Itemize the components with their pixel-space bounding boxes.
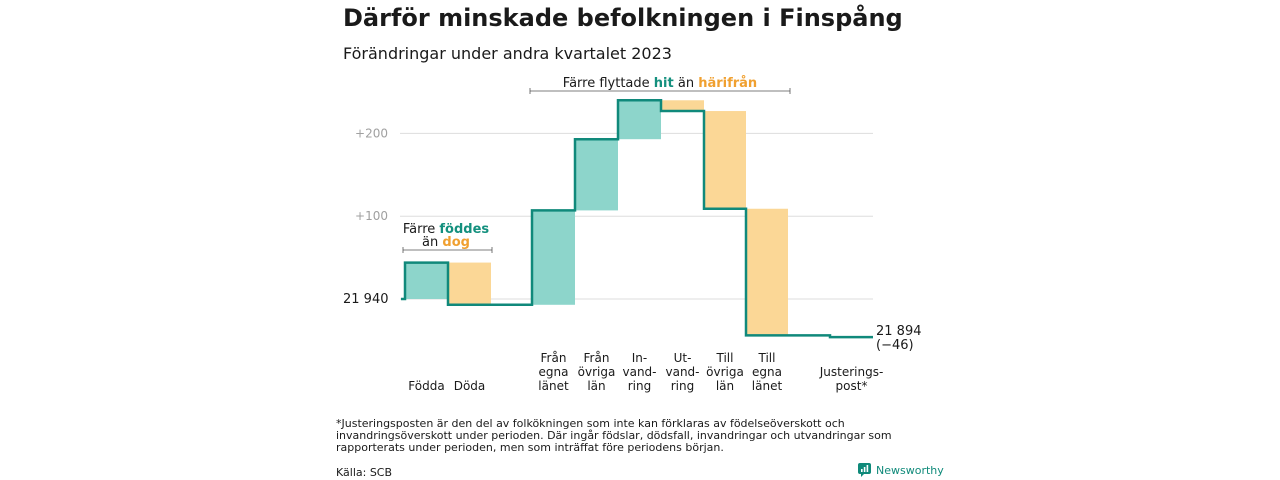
category-label: Födda (408, 379, 444, 393)
bar-döda (448, 262, 491, 305)
newsworthy-icon (858, 463, 871, 477)
y-tick-label: +200 (355, 126, 388, 140)
bar-från-övriga-län (575, 139, 618, 211)
page-title: Därför minskade befolkningen i Finspång (343, 4, 903, 32)
source-label: Källa: SCB (336, 466, 393, 479)
bar-födda (405, 262, 448, 299)
y-tick-label: +100 (355, 209, 388, 223)
category-label: vand- (622, 365, 656, 379)
category-label: Till (716, 351, 734, 365)
bar-in-vand-ring (618, 100, 661, 140)
footnote: *Justeringsposten är den del av folkökni… (336, 417, 892, 454)
bar-till-övriga-län (704, 111, 746, 209)
page-subtitle: Förändringar under andra kvartalet 2023 (343, 44, 672, 63)
brand-logo: Newsworthy (858, 463, 944, 477)
brand-name: Newsworthy (876, 463, 944, 477)
category-label: In- (632, 351, 647, 365)
end-change-label: (−46) (876, 338, 914, 353)
annotation-births-line2: än dog (422, 235, 470, 250)
category-label: Döda (454, 379, 486, 393)
category-label: Ut- (674, 351, 692, 365)
start-value-label: 21 940 (343, 292, 389, 307)
category-label: län (716, 379, 734, 393)
category-label: länet (752, 379, 783, 393)
bar-från-egna-länet (532, 210, 575, 305)
bar-ut-vand-ring (661, 100, 704, 112)
category-label: Till (758, 351, 776, 365)
category-label: länet (538, 379, 569, 393)
end-value-label: 21 894 (876, 324, 922, 339)
category-label: post* (836, 379, 868, 393)
category-label: Justerings- (819, 365, 884, 379)
waterfall-step-line (401, 99, 873, 339)
category-label: övriga (706, 365, 744, 379)
category-label: ring (628, 379, 652, 393)
category-label: vand- (665, 365, 699, 379)
annotation-births-line1: Färre föddes (403, 222, 490, 237)
category-label: län (587, 379, 605, 393)
category-label: egna (752, 365, 782, 379)
category-label: övriga (578, 365, 616, 379)
category-label: Från (584, 351, 610, 365)
category-label: Från (541, 351, 567, 365)
category-label: egna (539, 365, 569, 379)
category-label: ring (671, 379, 695, 393)
annotation-moves: Färre flyttade hit än härifrån (563, 76, 757, 91)
bar-till-egna-länet (746, 208, 788, 336)
